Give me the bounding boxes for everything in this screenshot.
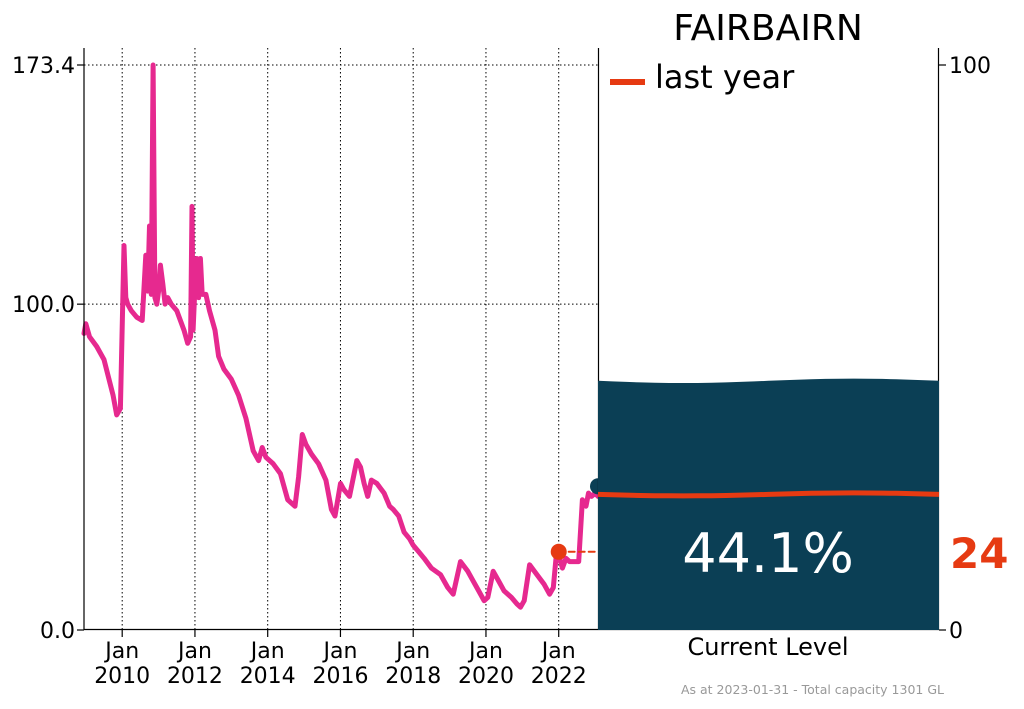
footnote: As at 2023-01-31 - Total capacity 1301 G…: [681, 682, 944, 697]
y-tick-label: 0.0: [40, 619, 75, 644]
last-year-value-label: 24: [950, 529, 1008, 578]
right-y-tick-label: 0: [949, 619, 963, 644]
x-tick-label-year: 2012: [167, 664, 223, 689]
x-tick-label-year: 2022: [531, 664, 587, 689]
current-level-bar: [598, 378, 939, 630]
last-year-line: [597, 490, 940, 499]
legend-label: last year: [655, 58, 795, 96]
last-year-marker: [550, 543, 567, 560]
left-grid: [84, 48, 598, 630]
left-axes: [83, 48, 598, 631]
storage-history-line: [81, 62, 601, 610]
x-tick-label-month: Jan: [540, 639, 576, 664]
panel-title: FAIRBAIRN: [673, 8, 863, 49]
legend: last year: [610, 58, 795, 96]
right-y-ticks: 0 100: [939, 54, 991, 644]
current-level-caption: Current Level: [687, 633, 848, 661]
x-tick-label-month: Jan: [394, 639, 430, 664]
left-y-ticks: 0.0 100.0 173.4: [12, 54, 84, 644]
left-series: [81, 62, 606, 610]
x-tick-label-month: Jan: [321, 639, 357, 664]
current-level-panel: FAIRBAIRN 44.1% Current Level last year …: [597, 8, 1008, 661]
x-tick-label-year: 2020: [458, 664, 514, 689]
x-tick-label-month: Jan: [467, 639, 503, 664]
x-tick-label-year: 2014: [240, 664, 296, 689]
right-y-tick-label: 100: [949, 54, 991, 79]
current-level-percent: 44.1%: [682, 522, 854, 585]
x-tick-label-year: 2016: [312, 664, 368, 689]
y-tick-label: 100.0: [12, 293, 75, 318]
x-tick-label-month: Jan: [176, 639, 212, 664]
y-tick-label: 173.4: [12, 54, 75, 79]
x-tick-label-year: 2018: [385, 664, 441, 689]
left-x-ticks: Jan2010Jan2012Jan2014Jan2016Jan2018Jan20…: [94, 630, 587, 689]
x-tick-label-month: Jan: [103, 639, 139, 664]
x-tick-label-year: 2010: [94, 664, 150, 689]
x-tick-label-month: Jan: [249, 639, 285, 664]
